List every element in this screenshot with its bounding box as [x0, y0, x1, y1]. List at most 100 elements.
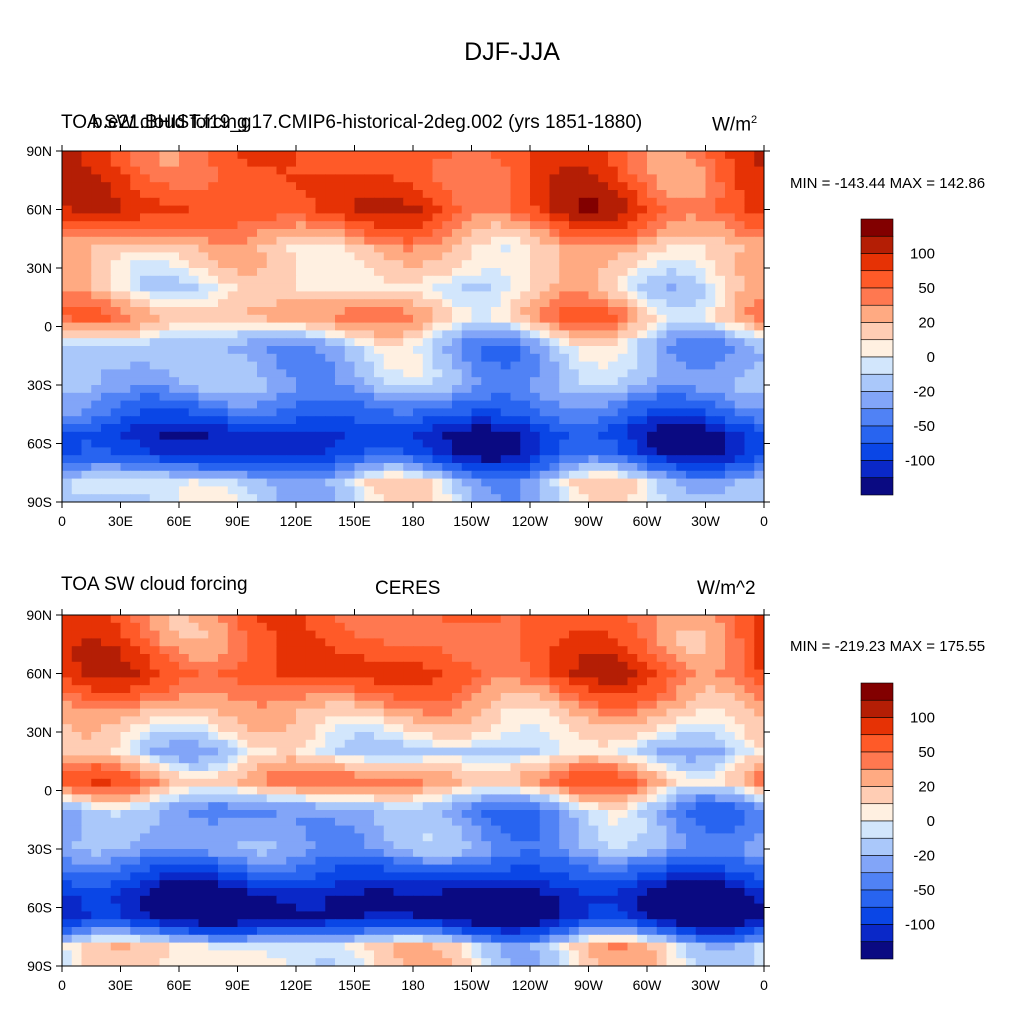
heatmap-cell	[734, 654, 746, 663]
heatmap-cell	[354, 677, 365, 686]
heatmap-cell	[627, 424, 638, 433]
heatmap-cell	[510, 685, 521, 694]
heatmap-cell	[686, 630, 697, 639]
heatmap-cell	[383, 275, 395, 285]
heatmap-cell	[510, 330, 521, 339]
heatmap-cell	[364, 439, 375, 448]
heatmap-cell	[266, 275, 278, 285]
heatmap-cell	[734, 385, 746, 394]
heatmap-cell	[218, 260, 229, 269]
heatmap-cell	[91, 646, 102, 655]
heatmap-cell	[296, 732, 307, 741]
heatmap-cell	[403, 322, 414, 331]
heatmap-cell	[81, 771, 92, 780]
heatmap-cell	[539, 299, 551, 308]
heatmap-cell	[598, 353, 609, 363]
heatmap-cell	[452, 494, 463, 502]
heatmap-cell	[335, 693, 346, 702]
heatmap-cell	[413, 778, 424, 788]
heatmap-cell	[744, 747, 755, 756]
heatmap-cell	[374, 439, 385, 448]
heatmap-cell	[383, 236, 395, 246]
heatmap-cell	[656, 638, 668, 647]
heatmap-cell	[335, 646, 346, 655]
heatmap-cell	[276, 677, 287, 686]
heatmap-cell	[179, 182, 190, 191]
heatmap-cell	[413, 338, 424, 347]
heatmap-cell	[549, 260, 560, 269]
heatmap-cell	[627, 654, 638, 663]
heatmap-cell	[325, 669, 336, 678]
heatmap-cell	[588, 190, 599, 199]
heatmap-cell	[344, 338, 356, 347]
heatmap-cell	[208, 615, 219, 624]
heatmap-cell	[510, 283, 521, 292]
heatmap-cell	[335, 661, 346, 671]
heatmap-cell	[598, 630, 609, 639]
heatmap-cell	[140, 794, 151, 803]
heatmap-cell	[647, 424, 658, 433]
heatmap-cell	[335, 151, 346, 160]
heatmap-cell	[617, 221, 629, 230]
heatmap-cell	[676, 669, 687, 678]
heatmap-cell	[627, 416, 638, 425]
heatmap-cell	[208, 747, 219, 756]
heatmap-cell	[705, 377, 716, 386]
heatmap-cell	[374, 385, 385, 394]
heatmap-cell	[559, 330, 570, 339]
heatmap-cell	[169, 463, 180, 472]
heatmap-cell	[364, 455, 375, 464]
heatmap-cell	[296, 330, 307, 339]
heatmap-cell	[647, 638, 658, 647]
heatmap-cell	[520, 447, 531, 456]
heatmap-cell	[159, 151, 170, 160]
heatmap-cell	[744, 408, 755, 417]
heatmap-cell	[413, 205, 424, 214]
heatmap-cell	[539, 283, 551, 292]
heatmap-cell	[383, 283, 395, 292]
heatmap-cell	[569, 197, 580, 207]
heatmap-cell	[510, 369, 521, 378]
heatmap-cell	[159, 747, 170, 756]
heatmap-cell	[725, 716, 736, 725]
heatmap-cell	[520, 197, 531, 207]
heatmap-cell	[227, 392, 239, 402]
heatmap-cell	[471, 299, 482, 308]
heatmap-cell	[179, 661, 190, 671]
heatmap-cell	[286, 190, 297, 199]
heatmap-cell	[120, 431, 131, 441]
heatmap-cell	[656, 708, 668, 717]
heatmap-cell	[520, 260, 531, 269]
heatmap-cell	[666, 755, 677, 764]
heatmap-cell	[569, 275, 580, 285]
heatmap-cell	[169, 392, 180, 402]
heatmap-cell	[344, 307, 356, 316]
heatmap-cell	[315, 158, 326, 168]
heatmap-cell	[627, 197, 638, 207]
heatmap-cell	[442, 416, 453, 425]
heatmap-cell	[325, 166, 336, 175]
heatmap-cell	[81, 424, 92, 433]
heatmap-cell	[666, 151, 677, 160]
heatmap-cell	[442, 693, 453, 702]
heatmap-cell	[257, 197, 268, 207]
heatmap-cell	[325, 478, 336, 487]
heatmap-cell	[676, 244, 687, 253]
heatmap-cell	[676, 622, 687, 632]
heatmap-cell	[617, 463, 629, 472]
heatmap-cell	[647, 486, 658, 495]
heatmap-cell	[452, 615, 463, 624]
colorbar-box	[860, 356, 894, 375]
heatmap-cell	[549, 330, 560, 339]
heatmap-cell	[62, 151, 73, 160]
heatmap-cell	[432, 646, 443, 655]
heatmap-cell	[315, 478, 326, 487]
heatmap-cell	[198, 369, 209, 378]
heatmap-cell	[101, 463, 112, 472]
heatmap-cell	[71, 190, 83, 199]
heatmap-cell	[91, 221, 102, 230]
heatmap-cell	[218, 700, 229, 710]
heatmap-cell	[705, 447, 716, 456]
heatmap-cell	[539, 615, 551, 624]
heatmap-cell	[403, 385, 414, 394]
